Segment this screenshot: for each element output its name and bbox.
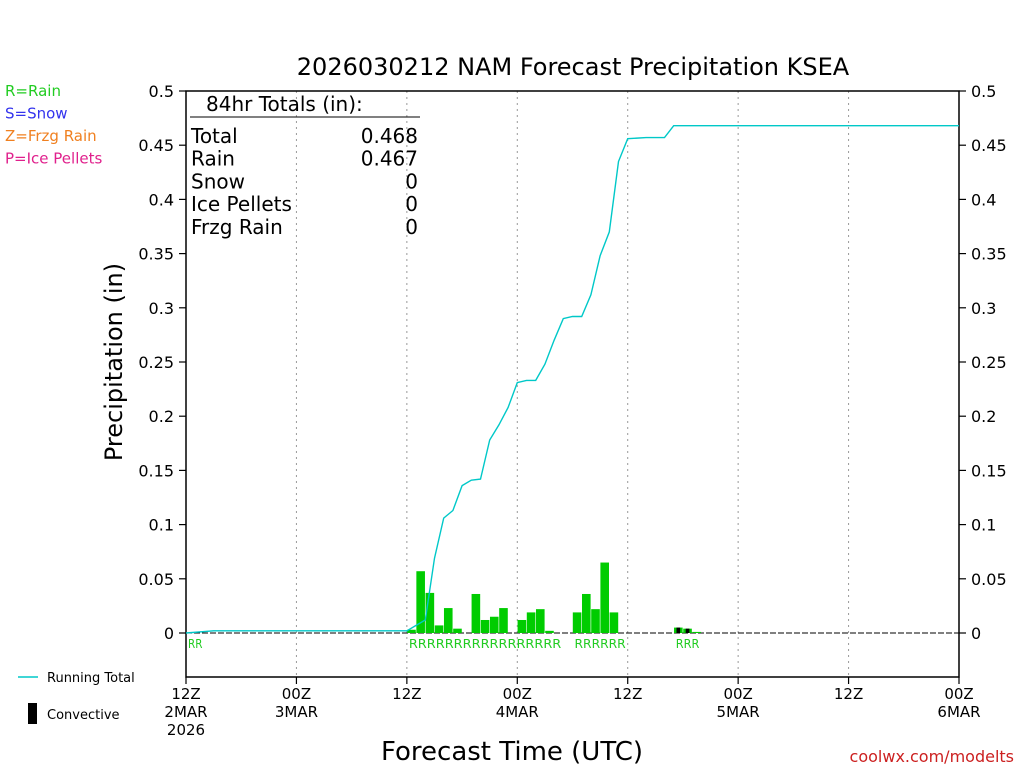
y-tick-label-right: 0.2	[971, 407, 996, 426]
y-tick-label-right: 0.1	[971, 516, 996, 535]
y-tick-label-left: 0.3	[149, 299, 174, 318]
credit-text: coolwx.com/modelts	[850, 747, 1014, 766]
x-tick-label: 12Z	[392, 685, 421, 703]
totals-label: Ice Pellets	[191, 192, 292, 216]
legend-running-total-label: Running Total	[47, 671, 135, 686]
x-tick-label: 4MAR	[496, 703, 539, 721]
x-tick-label: 12Z	[834, 685, 863, 703]
precip-type-label: RR	[188, 637, 202, 651]
y-tick-label-right: 0	[971, 624, 981, 643]
totals-value: 0.468	[361, 124, 418, 148]
totals-value: 0	[405, 215, 418, 239]
totals-value: 0	[405, 192, 418, 216]
precip-bar	[535, 609, 545, 633]
running-total-line	[185, 124, 959, 634]
precip-bar	[609, 612, 619, 633]
x-axis-title: Forecast Time (UTC)	[381, 737, 643, 767]
totals-label: Rain	[191, 147, 235, 171]
convective-bar	[676, 627, 681, 633]
totals-value: 0	[405, 169, 418, 193]
x-tick-label: 12Z	[613, 685, 642, 703]
legend-convective-label: Convective	[47, 708, 120, 723]
totals-heading: 84hr Totals (in):	[206, 92, 363, 116]
y-tick-label-right: 0.3	[971, 299, 996, 318]
precip-type-label: RRR	[676, 637, 700, 651]
y-tick-label-right: 0.45	[971, 136, 1007, 155]
plot-frame	[185, 90, 960, 678]
y-tick-label-right: 0.4	[971, 190, 996, 209]
y-tick-label-left: 0.15	[138, 461, 174, 480]
x-tick-label: 12Z	[171, 685, 200, 703]
y-tick-label-left: 0.45	[138, 136, 174, 155]
y-tick-label-left: 0.1	[149, 516, 174, 535]
precip-bar	[582, 593, 591, 633]
legends: R=Rain S=Snow Z=Frzg Rain P=Ice Pellets Runn…	[5, 82, 135, 724]
chart-text: 2026030212 NAM Forecast Precipitation KS…	[100, 53, 1014, 767]
x-tick-label: 00Z	[723, 685, 752, 703]
precip-bar	[471, 593, 481, 633]
precip-bar	[499, 608, 508, 633]
totals-label: Frzg Rain	[191, 215, 283, 239]
x-tick-label: 00Z	[503, 685, 532, 703]
y-tick-label-right: 0.35	[971, 245, 1007, 264]
chart-title: 2026030212 NAM Forecast Precipitation KS…	[297, 53, 850, 81]
running-total-series	[185, 124, 959, 634]
x-tick-label: 2MAR	[164, 703, 207, 721]
x-tick-label: 2026	[167, 721, 205, 739]
totals-label: Total	[190, 124, 238, 148]
y-tick-label-left: 0.5	[149, 82, 174, 101]
precip-bar	[517, 619, 527, 633]
precip-type-label: RRRRRR	[575, 637, 626, 651]
precip-bar	[434, 625, 444, 633]
y-tick-label-right: 0.05	[971, 570, 1007, 589]
x-tick-label: 3MAR	[275, 703, 318, 721]
y-tick-label-left: 0.35	[138, 245, 174, 264]
type-legend-item: P=Ice Pellets	[5, 150, 102, 168]
precip-bar	[600, 562, 610, 633]
type-legend-item: Z=Frzg Rain	[5, 127, 97, 145]
type-legend-item: S=Snow	[5, 105, 68, 123]
x-tick-label: 00Z	[282, 685, 311, 703]
precip-bar	[572, 612, 582, 633]
grid-lines	[295, 91, 850, 677]
precip-bar	[692, 631, 702, 633]
precip-bar	[443, 608, 453, 633]
totals-label: Snow	[191, 169, 245, 193]
precip-bar	[545, 630, 554, 633]
y-tick-label-left: 0.4	[149, 190, 174, 209]
precip-bar	[453, 628, 462, 633]
legend-convective-swatch	[28, 703, 37, 724]
y-tick-label-left: 0.25	[138, 353, 174, 372]
totals-value: 0.467	[361, 147, 418, 171]
y-tick-label-left: 0	[164, 624, 174, 643]
precip-bar	[425, 592, 435, 633]
precip-bar	[407, 629, 416, 633]
y-tick-label-right: 0.25	[971, 353, 1007, 372]
precip-bar	[526, 612, 536, 633]
y-tick-label-left: 0.05	[138, 570, 174, 589]
y-tick-label-right: 0.5	[971, 82, 996, 101]
precip-bar	[591, 609, 600, 633]
x-tick-label: 5MAR	[717, 703, 760, 721]
totals-box: 84hr Totals (in): Total 0.468 Rain 0.467 Snow…	[190, 92, 420, 239]
y-tick-label-right: 0.15	[971, 461, 1007, 480]
y-axis-title: Precipitation (in)	[100, 263, 128, 461]
x-tick-label: 00Z	[944, 685, 973, 703]
precip-bar	[480, 619, 490, 633]
x-tick-label: 6MAR	[937, 703, 980, 721]
precip-type-label: RRRRRRRRRRRRRRRRR	[409, 637, 561, 651]
type-legend-item: R=Rain	[5, 82, 61, 100]
y-tick-label-left: 0.2	[149, 407, 174, 426]
precip-bar	[489, 616, 499, 633]
axes: 0 00.05 0.050.1 0.10.15 0.150.2 0.20.25 0.250.…	[138, 82, 1006, 739]
precip-bar	[416, 571, 425, 633]
convective-bar	[685, 628, 690, 633]
precip-bars: RR RRRRRRRRRRRRRRRRR RRRRRR RRR	[188, 562, 702, 651]
